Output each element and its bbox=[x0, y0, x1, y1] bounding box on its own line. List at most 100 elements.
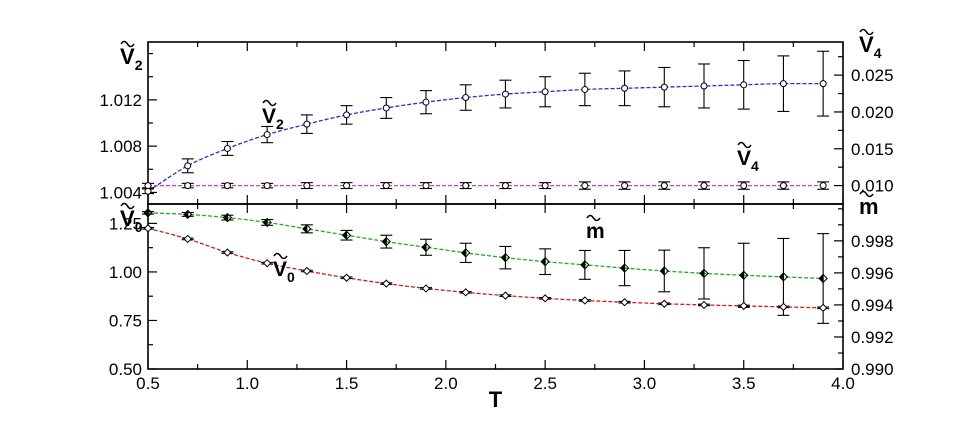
top-point bbox=[621, 182, 629, 190]
top-left-axis-label-sub: 2 bbox=[135, 57, 143, 73]
top-point bbox=[144, 187, 152, 195]
series-label-v4-text: V4 bbox=[737, 147, 759, 174]
top-point bbox=[700, 82, 708, 90]
top-point bbox=[462, 94, 470, 102]
top-point bbox=[382, 182, 390, 190]
bottom-point-fill bbox=[263, 218, 268, 227]
x-axis-label: T bbox=[489, 387, 503, 412]
top-point bbox=[621, 84, 629, 92]
x-tick-label: 1.5 bbox=[335, 374, 359, 393]
bottom-point bbox=[501, 291, 510, 300]
top-point bbox=[422, 182, 430, 190]
top-point bbox=[660, 182, 668, 190]
series-label-v4-sub: 4 bbox=[751, 158, 759, 174]
bottom-point-fill bbox=[461, 248, 466, 257]
series-label-v2: V2 bbox=[262, 99, 284, 132]
top-point bbox=[422, 98, 430, 106]
bottom-left-axis-label-tilde bbox=[120, 202, 135, 210]
bottom-right-tick-label: 0.998 bbox=[851, 232, 894, 251]
top-right-axis-label: V4 bbox=[859, 28, 882, 61]
top-right-axis-label-text: V4 bbox=[859, 32, 882, 61]
fit-curves bbox=[147, 83, 824, 309]
x-tick-label: 2.5 bbox=[533, 374, 557, 393]
bottom-point bbox=[183, 234, 192, 244]
top-right-tick-label: 0.015 bbox=[851, 140, 894, 159]
bottom-right-tick-label: 0.996 bbox=[851, 264, 894, 283]
top-point bbox=[581, 182, 589, 190]
top-point bbox=[740, 81, 748, 89]
top-left-axis-label: V2 bbox=[120, 40, 143, 73]
top-point bbox=[660, 83, 668, 91]
top-point bbox=[779, 80, 787, 88]
x-tick-label: 3.5 bbox=[732, 374, 756, 393]
series-label-v4-tilde bbox=[737, 141, 752, 149]
series-label-v2-sub: 2 bbox=[276, 116, 284, 132]
bottom-left-axis-label-sub: 0 bbox=[135, 219, 143, 235]
top-left-tick-label: 1.012 bbox=[99, 91, 142, 110]
bottom-point bbox=[262, 258, 272, 268]
top-point bbox=[343, 111, 351, 119]
bottom-right-tick-label: 0.992 bbox=[851, 328, 894, 347]
series-label-v0: V0 bbox=[273, 252, 295, 285]
bottom-point bbox=[619, 263, 630, 273]
top-left-axis-label-tilde bbox=[120, 40, 135, 48]
bottom-point bbox=[302, 224, 312, 234]
series-label-v0-sub: 0 bbox=[287, 269, 295, 285]
top-left-axis-label-text: V2 bbox=[120, 44, 143, 73]
error-bars bbox=[142, 50, 830, 324]
top-point bbox=[144, 182, 152, 190]
bottom-point-fill bbox=[501, 253, 506, 262]
top-point bbox=[303, 182, 311, 190]
top-right-axis-label-tilde bbox=[859, 28, 874, 36]
bottom-point bbox=[262, 217, 272, 228]
bottom-point bbox=[143, 224, 153, 233]
top-point bbox=[303, 120, 311, 128]
bottom-right-axis-label-tilde bbox=[859, 190, 874, 198]
top-point bbox=[223, 144, 231, 152]
bottom-point-fill bbox=[342, 231, 347, 240]
series-label-v0-tilde bbox=[273, 252, 288, 260]
bottom-point-fill bbox=[541, 257, 546, 266]
top-point bbox=[581, 85, 589, 93]
x-tick-label: 1.0 bbox=[235, 374, 259, 393]
top-point bbox=[382, 104, 390, 112]
top-right-axis-label-sub: 4 bbox=[874, 45, 882, 61]
bottom-point bbox=[500, 252, 511, 263]
top-point bbox=[184, 162, 192, 170]
bottom-point-fill bbox=[422, 243, 426, 252]
top-point bbox=[501, 182, 509, 190]
bottom-point bbox=[421, 242, 431, 252]
bottom-left-tick-label: 1.25 bbox=[109, 214, 142, 233]
bottom-point-fill bbox=[700, 269, 704, 278]
bottom-point bbox=[143, 208, 153, 218]
bottom-point-fill bbox=[382, 237, 387, 246]
x-tick-label: 4.0 bbox=[831, 374, 855, 393]
bottom-point bbox=[660, 299, 669, 308]
top-point bbox=[462, 182, 470, 190]
top-left-tick-label: 1.004 bbox=[99, 183, 142, 202]
bottom-point bbox=[222, 212, 233, 223]
bottom-point bbox=[779, 302, 788, 312]
bottom-right-axis-label: m bbox=[859, 190, 879, 219]
top-point bbox=[501, 90, 509, 98]
bottom-point bbox=[659, 266, 669, 276]
series-label-v4: V4 bbox=[737, 141, 759, 174]
bottom-point-fill bbox=[620, 264, 625, 273]
bottom-right-tick-label: 0.994 bbox=[851, 296, 894, 315]
top-point bbox=[700, 182, 708, 190]
bottom-point bbox=[818, 303, 828, 313]
bottom-left-tick-label: 0.50 bbox=[109, 360, 142, 379]
bottom-left-axis-label-text: V0 bbox=[120, 206, 143, 235]
bottom-point-fill bbox=[739, 271, 744, 280]
bottom-point-fill bbox=[183, 210, 188, 219]
bottom-point bbox=[183, 209, 193, 220]
bottom-point-fill bbox=[660, 266, 665, 275]
x-tick-label: 2.0 bbox=[434, 374, 458, 393]
bottom-point bbox=[382, 279, 391, 288]
top-right-tick-label: 0.020 bbox=[851, 103, 894, 122]
top-point bbox=[343, 182, 351, 190]
bottom-point bbox=[421, 284, 431, 293]
bottom-point bbox=[461, 288, 470, 297]
